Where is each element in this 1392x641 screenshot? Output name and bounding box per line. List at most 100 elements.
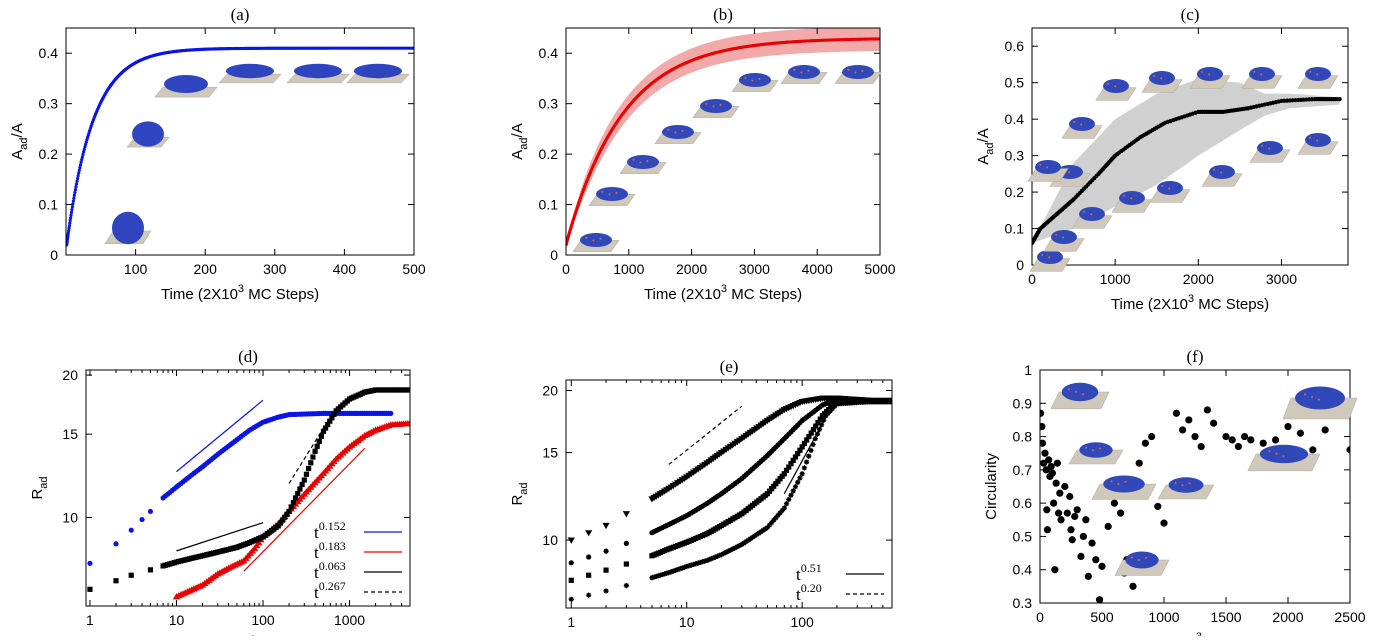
data-point xyxy=(697,559,703,566)
data-point xyxy=(80,155,84,159)
data-point xyxy=(706,557,712,563)
data-point xyxy=(790,457,796,463)
inset-f-1 xyxy=(1068,442,1124,465)
inset-c-9 xyxy=(1141,71,1183,93)
substrate-plate xyxy=(1071,215,1113,229)
cell-dot xyxy=(1153,74,1156,77)
data-point xyxy=(797,475,803,481)
cell-dot xyxy=(1055,233,1058,236)
data-point xyxy=(792,454,799,460)
cell-dot xyxy=(1073,120,1076,123)
cell-body xyxy=(226,63,274,79)
fit-line-1 xyxy=(243,447,366,572)
x-tick-label: 100 xyxy=(124,261,148,277)
data-point xyxy=(68,218,72,223)
data-point xyxy=(80,157,84,162)
data-point xyxy=(622,511,630,518)
x-tick-label: 1000 xyxy=(1100,271,1131,287)
y-tick-label: 0.2 xyxy=(539,146,559,162)
cell-dot xyxy=(1138,558,1140,561)
axis-label-subscript: ad xyxy=(18,137,30,149)
y-tick-label: 10 xyxy=(542,532,558,548)
axis-label-superscript: 3 xyxy=(238,283,244,295)
cell-body xyxy=(627,155,659,169)
axis-label: Aad/A xyxy=(9,123,30,159)
data-point xyxy=(69,210,74,214)
data-point xyxy=(71,202,75,206)
data-point xyxy=(67,226,71,230)
data-point xyxy=(1148,432,1156,441)
cell-dot xyxy=(1062,236,1065,239)
plot-frame xyxy=(565,27,881,256)
legend-base: t xyxy=(314,563,319,582)
legend-base: t xyxy=(314,543,319,562)
inset-c-15 xyxy=(1201,165,1243,187)
axis-label: Time (2X103 MC Steps) xyxy=(644,283,802,303)
inset-a-4 xyxy=(286,63,350,84)
inset-c-14 xyxy=(1297,133,1339,155)
cell-dot xyxy=(1131,556,1133,559)
y-tick-label: 0.3 xyxy=(1005,148,1025,164)
series-3 xyxy=(568,398,892,602)
x-tick-label: 1500 xyxy=(1210,609,1241,625)
data-point xyxy=(702,558,708,564)
cell-dot xyxy=(1304,393,1306,396)
data-point xyxy=(76,174,80,178)
data-point xyxy=(788,492,794,498)
legend-exponent: 0.267 xyxy=(319,579,346,593)
plot-frame xyxy=(65,27,415,256)
axis-label-text: Time (2X10 xyxy=(1111,296,1188,313)
data-point xyxy=(81,152,85,156)
data-point xyxy=(310,454,316,460)
data-point xyxy=(603,588,609,594)
data-point xyxy=(708,556,714,562)
panel-f: (f) 0 500 1000 1500 2000 2500 0.3 0.4 0.5 0.6 0.7 0.… xyxy=(983,347,1366,641)
axis-label-text-end: /A xyxy=(509,123,526,137)
data-point xyxy=(788,461,794,467)
cell-body xyxy=(1125,551,1159,569)
plot-frame xyxy=(565,379,893,609)
axis-label-text: Time (2X10 xyxy=(161,286,238,303)
data-point xyxy=(1309,446,1317,454)
x-tick-label: 100 xyxy=(251,612,275,628)
data-point xyxy=(815,420,821,426)
data-point xyxy=(781,471,787,477)
inset-b-4 xyxy=(692,99,740,118)
axis-label-subscript: ad xyxy=(518,137,530,149)
data-point xyxy=(70,207,74,212)
data-point xyxy=(723,549,729,555)
cell-dot xyxy=(646,159,649,162)
cell-body xyxy=(294,63,342,79)
data-point xyxy=(1346,446,1350,454)
axis-label-text-end: MC Steps) xyxy=(244,286,319,303)
data-point xyxy=(803,459,810,465)
data-point xyxy=(602,522,610,530)
substrate-plate xyxy=(1189,75,1231,89)
x-tick-label: 1000 xyxy=(613,261,644,277)
data-point xyxy=(79,160,83,164)
data-point xyxy=(1135,459,1143,467)
data-point xyxy=(769,520,775,526)
cell-dot xyxy=(1282,455,1285,458)
substrate-plate xyxy=(1297,141,1339,155)
data-point xyxy=(1056,489,1064,497)
data-point xyxy=(586,554,592,560)
data-point xyxy=(688,562,694,568)
cell-body xyxy=(596,187,628,201)
data-point xyxy=(66,231,70,235)
data-point xyxy=(568,577,574,583)
cell-body xyxy=(132,121,164,147)
data-point xyxy=(1040,409,1045,417)
panel-title: (c) xyxy=(1181,5,1200,24)
data-point xyxy=(1172,409,1180,417)
cell-body xyxy=(1061,382,1099,402)
cell-dot xyxy=(1114,85,1117,88)
cell-dot xyxy=(1117,482,1120,485)
data-point xyxy=(1154,502,1162,511)
inset-c-6 xyxy=(1027,160,1069,182)
y-tick-label: 0.4 xyxy=(1013,562,1033,578)
data-point xyxy=(568,560,574,566)
data-point xyxy=(1040,422,1046,431)
data-point xyxy=(1098,562,1106,570)
